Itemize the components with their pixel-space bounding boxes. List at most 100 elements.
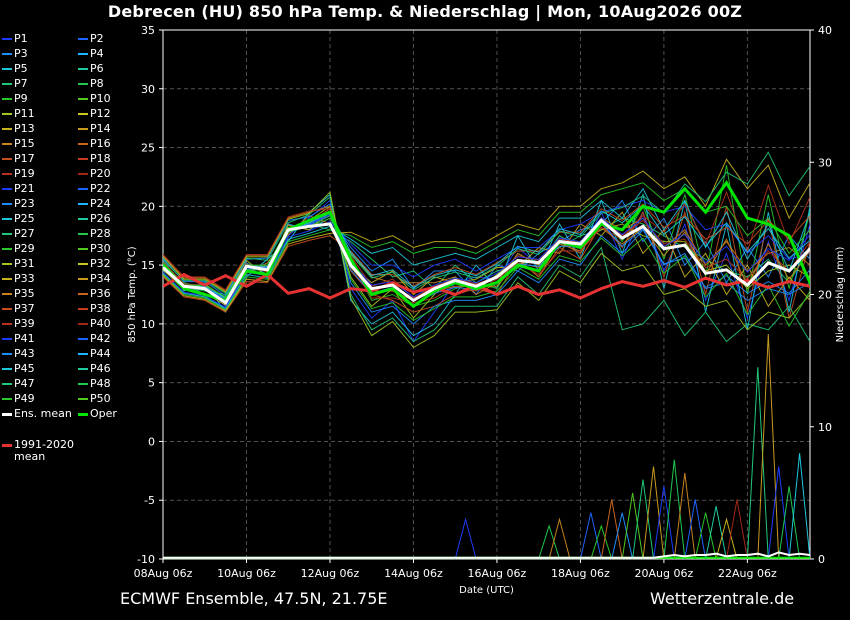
legend-label: P37 <box>14 302 35 315</box>
precip-member-spike <box>548 517 571 559</box>
temp-member-line <box>163 215 810 303</box>
legend-item-p40: P40 <box>78 317 111 330</box>
y2-tick-label: 0 <box>818 553 825 566</box>
legend-swatch <box>78 368 88 370</box>
footer-site: Wetterzentrale.de <box>650 589 795 608</box>
legend-label: P10 <box>90 92 111 105</box>
legend-swatch <box>78 113 88 115</box>
legend-swatch <box>2 203 12 205</box>
temp-member-line <box>163 191 810 349</box>
precip-member-spike <box>705 506 727 559</box>
y2-tick-label: 20 <box>818 289 832 302</box>
legend-item-p34: P34 <box>78 272 111 285</box>
legend-swatch <box>2 263 12 265</box>
y2-tick-label: 30 <box>818 156 832 169</box>
legend-label: P13 <box>14 122 35 135</box>
legend-swatch <box>2 443 12 447</box>
legend-swatch <box>2 412 12 416</box>
legend-swatch <box>78 173 88 175</box>
legend-swatch <box>2 53 12 55</box>
plot-area <box>163 151 810 559</box>
legend-item-p38: P38 <box>78 302 111 315</box>
legend-item-p12: P12 <box>78 107 111 120</box>
legend-item-p29: P29 <box>2 242 35 255</box>
precip-member-spike <box>726 499 748 559</box>
temp-member-line <box>163 199 810 309</box>
legend-item-ens-mean: Ens. mean <box>2 407 72 420</box>
legend-swatch <box>2 293 12 295</box>
legend-label: P16 <box>90 137 111 150</box>
legend-item-p30: P30 <box>78 242 111 255</box>
temp-member-line <box>163 151 810 303</box>
legend-swatch <box>78 143 88 145</box>
legend-label: P17 <box>14 152 35 165</box>
precip-member-spike <box>642 466 665 559</box>
x-axis-label: Date (UTC) <box>459 585 514 596</box>
temp-member-line <box>163 199 810 343</box>
legend-swatch <box>78 383 88 385</box>
plot-frame <box>162 29 811 560</box>
legend-swatch <box>78 203 88 205</box>
legend-swatch <box>2 158 12 160</box>
legend-item-p47: P47 <box>2 377 35 390</box>
legend-label: P25 <box>14 212 35 225</box>
legend-label: P40 <box>90 317 111 330</box>
x-tick-label: 08Aug 06z <box>134 567 193 580</box>
temp-member-line <box>163 203 810 325</box>
x-tick-label: 12Aug 06z <box>301 567 360 580</box>
temp-member-line <box>163 217 810 296</box>
y2-axis-label: Niederschlag (mm) <box>835 247 846 343</box>
legend-item-p42: P42 <box>78 332 111 345</box>
temp-member-line <box>163 182 810 311</box>
legend-swatch <box>2 83 12 85</box>
temp-members <box>163 151 810 349</box>
legend-label: P48 <box>90 377 111 390</box>
legend-item-p8: P8 <box>78 77 104 90</box>
legend-item-p4: P4 <box>78 47 104 60</box>
legend-item-p35: P35 <box>2 287 35 300</box>
legend-item-p23: P23 <box>2 197 35 210</box>
x-tick-label: 18Aug 06z <box>551 567 610 580</box>
legend-item-p39: P39 <box>2 317 35 330</box>
temp-member-line <box>163 183 810 304</box>
legend-item-p11: P11 <box>2 107 35 120</box>
precip-member-spike <box>673 472 696 559</box>
legend-swatch <box>78 323 88 325</box>
temp-member-line <box>163 206 810 319</box>
legend-item-p21: P21 <box>2 182 35 195</box>
legend-label: P46 <box>90 362 111 375</box>
legend-item-p6: P6 <box>78 62 104 75</box>
legend-swatch <box>2 188 12 190</box>
precip-members <box>454 334 810 559</box>
y2-tick-label: 10 <box>818 421 832 434</box>
legend-swatch <box>2 248 12 250</box>
legend-item-p50: P50 <box>78 392 111 405</box>
temp-member-line <box>163 203 810 313</box>
y-tick-label: -10 <box>137 553 155 566</box>
legend-label: P47 <box>14 377 35 390</box>
chart-title: Debrecen (HU) 850 hPa Temp. & Niederschl… <box>107 2 743 21</box>
legend-label: P31 <box>14 257 35 270</box>
legend-item-p43: P43 <box>2 347 35 360</box>
legend-item-p45: P45 <box>2 362 35 375</box>
legend-clim-label-2: mean <box>14 450 46 463</box>
legend-swatch <box>78 233 88 235</box>
legend-label: P4 <box>90 47 104 60</box>
legend-label: P18 <box>90 152 111 165</box>
legend-label: P23 <box>14 197 35 210</box>
legend-label: P42 <box>90 332 111 345</box>
legend-item-p22: P22 <box>78 182 111 195</box>
legend-label: P5 <box>14 62 28 75</box>
legend-swatch <box>2 398 12 400</box>
legend-item-p18: P18 <box>78 152 111 165</box>
legend-item-p19: P19 <box>2 167 35 180</box>
legend-label: P24 <box>90 197 111 210</box>
temp-member-line <box>163 195 810 343</box>
legend-item-p36: P36 <box>78 287 111 300</box>
temp-member-line <box>163 187 810 310</box>
temp-member-line <box>163 211 810 308</box>
temp-member-line <box>163 199 810 301</box>
y-axis-label: 850 hPa Temp. (°C) <box>127 246 138 342</box>
legend-label: Ens. mean <box>14 407 72 420</box>
